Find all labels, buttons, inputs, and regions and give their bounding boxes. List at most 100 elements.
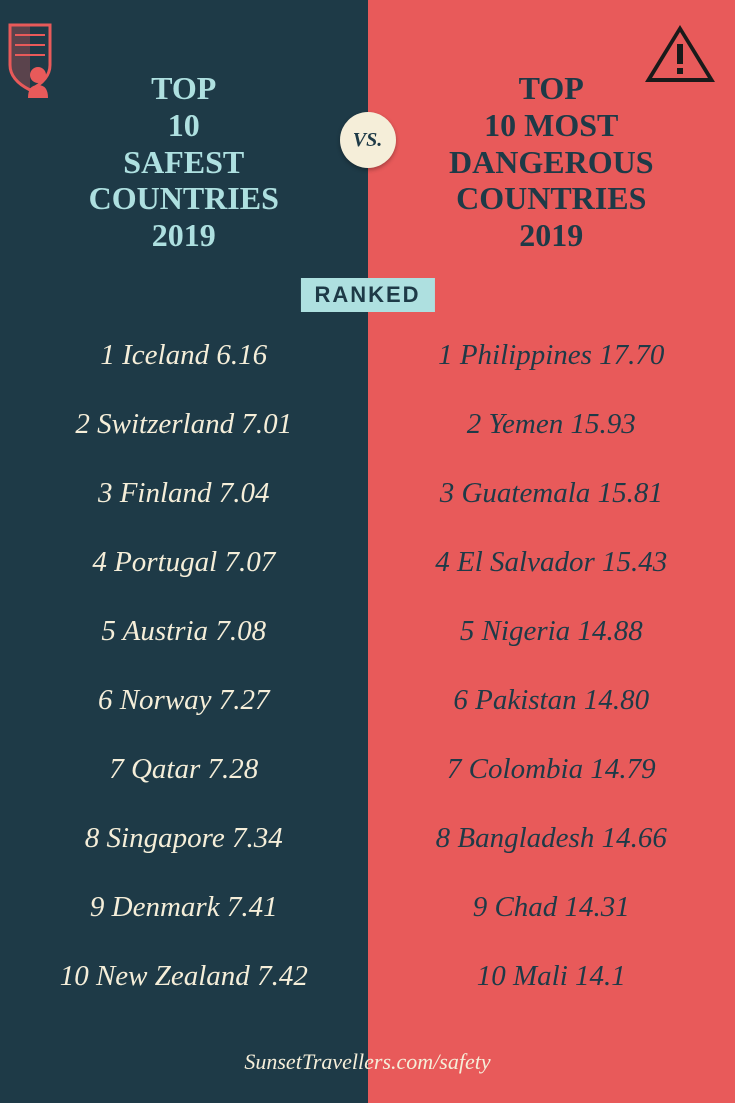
score-value: 7.28 (208, 753, 259, 785)
shield-person-icon (0, 20, 70, 105)
country-name: Chad (487, 891, 564, 923)
list-item: 6 Norway 7.27 (25, 684, 343, 717)
score-value: 7.01 (241, 408, 292, 440)
rank-number: 8 (436, 822, 451, 854)
dangerous-list: 1 Philippines 17.70 2 Yemen 15.93 3 Guatem… (368, 339, 735, 993)
title-line: TOP (519, 70, 584, 106)
title-line: 2019 (519, 217, 583, 253)
score-value: 17.70 (599, 339, 664, 371)
rank-number: 5 (101, 615, 116, 647)
country-name: Colombia (461, 753, 590, 785)
list-item: 2 Switzerland 7.01 (25, 408, 343, 441)
score-value: 7.08 (215, 615, 266, 647)
country-name: Finland (112, 477, 218, 509)
list-item: 8 Bangladesh 14.66 (393, 822, 711, 855)
footer-url: SunsetTravellers.com/safety (244, 1049, 490, 1075)
dangerous-title: TOP 10 MOST DANGEROUS COUNTRIES 2019 (368, 70, 735, 254)
ranked-badge: RANKED (300, 278, 434, 312)
score-value: 7.27 (219, 684, 270, 716)
score-value: 6.16 (216, 339, 267, 371)
rank-number: 6 (453, 684, 468, 716)
title-line: TOP (151, 70, 216, 106)
score-value: 7.42 (257, 960, 308, 992)
list-item: 4 El Salvador 15.43 (393, 546, 711, 579)
country-name: Portugal (107, 546, 225, 578)
list-item: 5 Nigeria 14.88 (393, 615, 711, 648)
country-name: New Zealand (89, 960, 257, 992)
title-line: 10 (168, 107, 200, 143)
country-name: Pakistan (468, 684, 584, 716)
vs-text: VS. (353, 129, 382, 152)
title-line: DANGEROUS (449, 144, 653, 180)
safest-column: TOP 10 SAFEST COUNTRIES 2019 1 Iceland 6… (0, 0, 368, 1103)
ranked-text: RANKED (314, 282, 420, 307)
country-name: Yemen (481, 408, 570, 440)
rank-number: 3 (440, 477, 455, 509)
list-item: 5 Austria 7.08 (25, 615, 343, 648)
score-value: 15.43 (602, 546, 667, 578)
list-item: 7 Colombia 14.79 (393, 753, 711, 786)
score-value: 7.04 (219, 477, 270, 509)
rank-number: 2 (467, 408, 482, 440)
warning-triangle-icon (640, 20, 720, 95)
country-name: Norway (112, 684, 218, 716)
country-name: Denmark (104, 891, 226, 923)
rank-number: 10 (477, 960, 506, 992)
list-item: 3 Guatemala 15.81 (393, 477, 711, 510)
list-item: 10 New Zealand 7.42 (25, 960, 343, 993)
score-value: 7.34 (232, 822, 283, 854)
rank-number: 7 (447, 753, 462, 785)
score-value: 7.41 (227, 891, 278, 923)
list-item: 1 Philippines 17.70 (393, 339, 711, 372)
country-name: Austria (116, 615, 215, 647)
list-item: 10 Mali 14.1 (393, 960, 711, 993)
country-name: Switzerland (90, 408, 241, 440)
title-line: 10 MOST (484, 107, 618, 143)
rank-number: 4 (92, 546, 107, 578)
score-value: 14.79 (590, 753, 655, 785)
country-name: Singapore (99, 822, 232, 854)
vs-badge: VS. (340, 112, 396, 168)
score-value: 14.80 (584, 684, 649, 716)
list-item: 7 Qatar 7.28 (25, 753, 343, 786)
country-name: Qatar (124, 753, 208, 785)
score-value: 15.93 (570, 408, 635, 440)
rank-number: 6 (98, 684, 113, 716)
score-value: 7.07 (224, 546, 275, 578)
rank-number: 10 (60, 960, 89, 992)
safest-list: 1 Iceland 6.16 2 Switzerland 7.01 3 Finlan… (0, 339, 368, 993)
title-line: COUNTRIES (89, 180, 279, 216)
dangerous-column: TOP 10 MOST DANGEROUS COUNTRIES 2019 1 P… (368, 0, 735, 1103)
country-name: Mali (506, 960, 575, 992)
rank-number: 1 (438, 339, 453, 371)
rank-number: 9 (90, 891, 105, 923)
rank-number: 5 (460, 615, 475, 647)
list-item: 6 Pakistan 14.80 (393, 684, 711, 717)
list-item: 9 Denmark 7.41 (25, 891, 343, 924)
score-value: 15.81 (598, 477, 663, 509)
country-name: Bangladesh (450, 822, 601, 854)
rank-number: 8 (85, 822, 100, 854)
score-value: 14.1 (575, 960, 626, 992)
score-value: 14.88 (577, 615, 642, 647)
rank-number: 1 (100, 339, 115, 371)
rank-number: 4 (435, 546, 450, 578)
list-item: 1 Iceland 6.16 (25, 339, 343, 372)
title-line: COUNTRIES (456, 180, 646, 216)
title-line: 2019 (152, 217, 216, 253)
score-value: 14.66 (602, 822, 667, 854)
list-item: 9 Chad 14.31 (393, 891, 711, 924)
list-item: 4 Portugal 7.07 (25, 546, 343, 579)
country-name: Nigeria (474, 615, 577, 647)
country-name: Guatemala (454, 477, 597, 509)
list-item: 3 Finland 7.04 (25, 477, 343, 510)
country-name: Iceland (115, 339, 216, 371)
score-value: 14.31 (565, 891, 630, 923)
list-item: 8 Singapore 7.34 (25, 822, 343, 855)
country-name: Philippines (453, 339, 600, 371)
rank-number: 3 (98, 477, 113, 509)
rank-number: 2 (75, 408, 90, 440)
title-line: SAFEST (123, 144, 244, 180)
country-name: El Salvador (450, 546, 602, 578)
rank-number: 9 (473, 891, 488, 923)
